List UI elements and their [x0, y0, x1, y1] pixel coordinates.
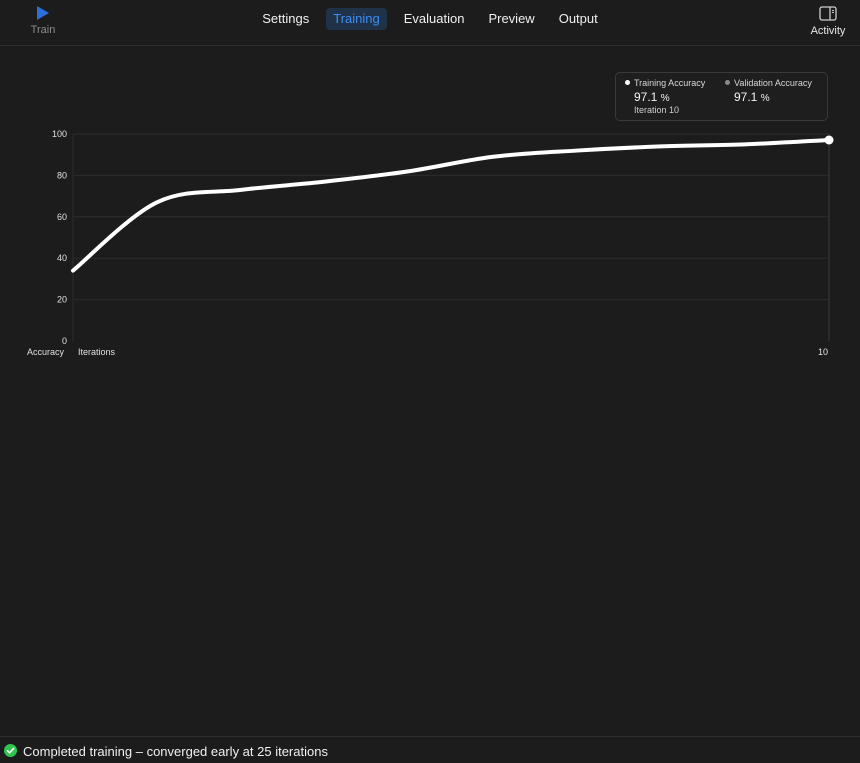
x-tick-label: 10: [818, 347, 828, 357]
legend-training-value: 97.1: [634, 90, 658, 104]
y-tick-label: 0: [62, 336, 67, 346]
y-axis-label: Accuracy: [27, 347, 65, 357]
tab-evaluation[interactable]: Evaluation: [403, 11, 465, 26]
legend-validation-unit: %: [760, 93, 770, 104]
activity-button[interactable]: Activity: [806, 6, 850, 42]
legend-training-name: Training Accuracy: [634, 78, 706, 88]
y-tick-label: 60: [57, 212, 67, 222]
legend-training: Training Accuracy 97.1 % Iteration 10: [625, 78, 705, 115]
axes: 0 20 40 60 80 100 10: [52, 129, 830, 357]
toolbar: Train Settings Training Evaluation Previ…: [0, 0, 860, 46]
legend-validation: Validation Accuracy 97.1 %: [725, 78, 812, 104]
play-icon: [37, 6, 49, 20]
tab-output[interactable]: Output: [558, 11, 598, 26]
tab-preview[interactable]: Preview: [488, 11, 535, 26]
tab-settings[interactable]: Settings: [262, 11, 310, 26]
tab-bar: Settings Training Evaluation Preview Out…: [0, 8, 860, 30]
legend-validation-name: Validation Accuracy: [734, 78, 812, 88]
y-tick-label: 40: [57, 253, 67, 263]
legend-training-unit: %: [660, 93, 670, 104]
checkmark-circle-icon: [4, 744, 17, 757]
current-iteration-point[interactable]: [824, 135, 834, 145]
chart-legend: Training Accuracy 97.1 % Iteration 10 Va…: [615, 72, 828, 121]
accuracy-chart: 0 20 40 60 80 100 10 Accuracy Iterations: [0, 46, 860, 376]
status-message: Completed training – converged early at …: [23, 744, 328, 759]
y-tick-label: 80: [57, 170, 67, 180]
validation-dot-icon: [725, 80, 730, 85]
training-dot-icon: [625, 80, 630, 85]
train-button[interactable]: Train: [22, 5, 64, 43]
y-tick-label: 20: [57, 295, 67, 305]
train-label: Train: [30, 24, 56, 36]
y-tick-label: 100: [52, 129, 67, 139]
x-axis-label: Iterations: [78, 347, 116, 357]
grid: [73, 133, 829, 301]
sidebar-toggle-icon: [819, 6, 837, 21]
activity-label: Activity: [810, 25, 846, 37]
tab-training[interactable]: Training: [326, 8, 387, 30]
chart-svg: 0 20 40 60 80 100 10 Accuracy Iterations: [27, 129, 834, 357]
legend-validation-value: 97.1: [734, 90, 758, 104]
status-bar: Completed training – converged early at …: [0, 736, 860, 763]
legend-iteration: Iteration 10: [634, 105, 680, 115]
training-accuracy-line: [71, 138, 831, 273]
series: [71, 135, 834, 273]
